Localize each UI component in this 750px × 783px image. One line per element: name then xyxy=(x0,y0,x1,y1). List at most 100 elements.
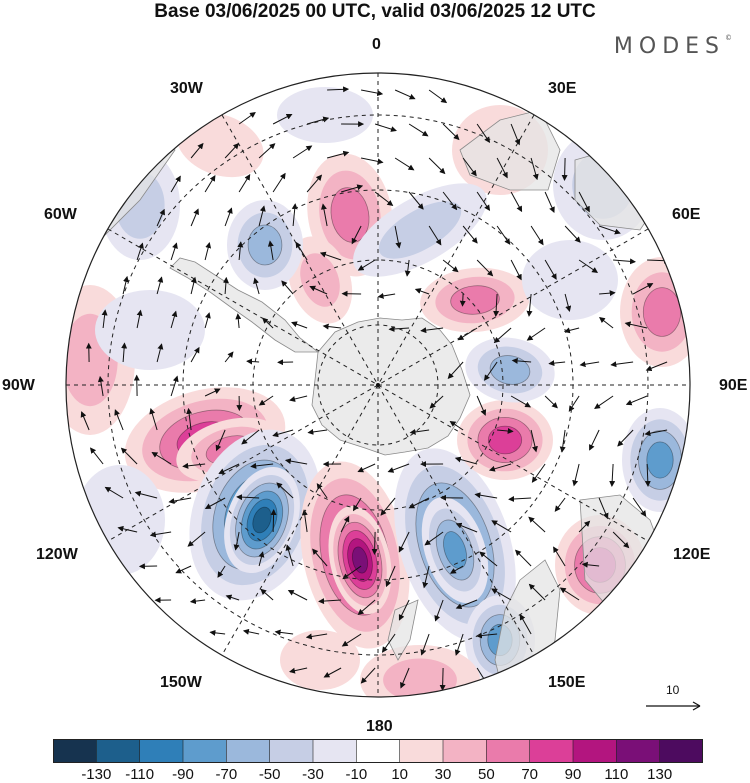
wind-vector xyxy=(170,175,181,193)
wind-vector xyxy=(404,259,411,277)
wind-vector xyxy=(609,463,616,487)
wind-vector xyxy=(168,497,192,504)
wind-vector xyxy=(497,427,514,434)
reference-vector-arrow xyxy=(646,701,701,711)
wind-vector xyxy=(340,515,350,533)
wind-vector xyxy=(190,276,197,295)
wind-vector xyxy=(101,309,108,329)
wind-vector xyxy=(250,462,274,469)
wind-vector xyxy=(589,429,600,451)
wind-vector xyxy=(218,463,240,474)
anomaly-contour xyxy=(522,240,618,320)
wind-vector xyxy=(387,463,410,473)
colorbar-swatch xyxy=(183,739,227,763)
wind-vector xyxy=(351,225,362,245)
colorbar-swatch xyxy=(313,739,357,763)
wind-vector xyxy=(578,259,599,273)
colorbar-tick-label: -10 xyxy=(345,766,368,783)
colorbar-swatch xyxy=(399,739,444,763)
colorbar-tick-label: 110 xyxy=(604,766,629,783)
wind-vector xyxy=(204,388,221,397)
wind-vector xyxy=(204,497,226,509)
wind-vector xyxy=(553,546,566,567)
wind-vector xyxy=(352,497,362,512)
wind-vector xyxy=(267,240,274,261)
wind-vector xyxy=(305,633,328,640)
wind-vector xyxy=(272,113,293,125)
wind-vector xyxy=(189,598,206,605)
wind-vector xyxy=(258,551,265,567)
colorbar-tick-label: 130 xyxy=(647,766,673,783)
wind-vector xyxy=(428,225,442,246)
wind-vector xyxy=(361,89,384,97)
wind-vector xyxy=(327,86,350,93)
wind-vector xyxy=(644,463,651,487)
anomaly-contour xyxy=(95,290,205,370)
colorbar-swatch xyxy=(53,739,97,763)
anomaly-contour xyxy=(383,658,457,697)
wind-vector xyxy=(374,123,397,132)
wind-vector xyxy=(581,561,600,568)
wind-vector xyxy=(307,428,328,435)
wind-vector xyxy=(625,395,648,406)
wind-vector xyxy=(204,312,211,329)
wind-vector xyxy=(544,259,557,280)
wind-vector-field xyxy=(80,86,670,691)
wind-vector xyxy=(274,629,294,636)
colorbar-swatch xyxy=(356,739,400,763)
wind-vector xyxy=(530,157,539,181)
wind-vector xyxy=(260,588,274,601)
wind-vector xyxy=(422,565,430,589)
wind-vector xyxy=(385,565,396,588)
colorbar-swatch xyxy=(659,739,703,763)
wind-vector xyxy=(175,565,192,574)
wind-vector xyxy=(514,549,532,567)
wind-vector xyxy=(491,588,512,601)
wind-vector xyxy=(204,242,212,261)
wind-vector xyxy=(462,157,477,177)
reference-vector-label: 10 xyxy=(666,683,680,697)
colorbar-tick-label: 10 xyxy=(391,766,408,783)
lon-label-180: 180 xyxy=(366,718,393,735)
wind-vector xyxy=(281,280,294,295)
wind-vector xyxy=(598,225,621,235)
wind-vector xyxy=(149,531,172,538)
wind-vector xyxy=(476,191,491,212)
wind-vector xyxy=(508,496,532,502)
wind-vector xyxy=(291,321,308,329)
wind-vector xyxy=(136,309,143,329)
south-pole-marker xyxy=(376,383,380,387)
wind-vector xyxy=(409,428,430,435)
colorbar-tick-label: 90 xyxy=(564,766,582,783)
wind-vector xyxy=(442,123,460,141)
wind-vector xyxy=(238,112,256,125)
wind-vector xyxy=(559,587,580,601)
wind-vector xyxy=(462,225,478,244)
wind-vector xyxy=(289,667,308,674)
wind-vector xyxy=(292,145,313,159)
wind-vector xyxy=(594,395,614,409)
wind-vector xyxy=(318,598,342,605)
anomaly-contour xyxy=(75,465,165,575)
wind-vector xyxy=(408,123,429,137)
wind-vector xyxy=(225,594,240,601)
wind-vector xyxy=(429,395,444,409)
wind-vector xyxy=(233,531,240,551)
wind-vector xyxy=(544,395,558,409)
wind-vector xyxy=(284,458,308,465)
wind-vector xyxy=(326,150,350,159)
wind-vector xyxy=(599,316,614,329)
wind-vector xyxy=(371,531,378,555)
wind-vector xyxy=(449,565,464,574)
lon-label-120e: 120E xyxy=(673,546,711,563)
wind-vector xyxy=(357,259,376,271)
wind-vector xyxy=(519,613,532,635)
wind-vector xyxy=(340,184,364,193)
wind-vector xyxy=(544,191,555,214)
wind-vector xyxy=(238,174,251,193)
wind-vector xyxy=(272,429,294,438)
lon-label-120w: 120W xyxy=(36,546,78,563)
wind-vector xyxy=(434,599,444,622)
colorbar-swatch xyxy=(616,739,660,763)
